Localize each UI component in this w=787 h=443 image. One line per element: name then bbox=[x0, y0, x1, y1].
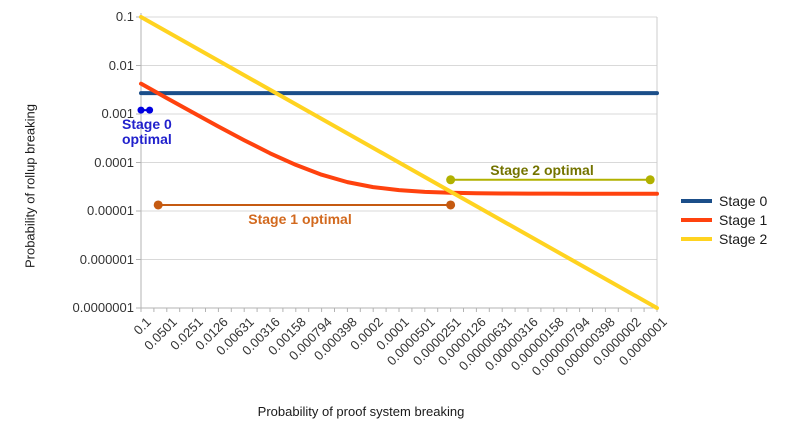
legend-swatch-stage2 bbox=[681, 236, 712, 241]
series-stage-2 bbox=[139, 15, 659, 310]
legend: Stage 0 Stage 1 Stage 2 bbox=[681, 191, 767, 248]
stage0-optimal-label-line1: Stage 0 bbox=[122, 116, 172, 132]
stage2-optimal-label: Stage 2 optimal bbox=[490, 162, 594, 178]
legend-item-label: Stage 2 bbox=[719, 230, 768, 247]
legend-item: Stage 1 bbox=[681, 210, 767, 229]
stage1-optimal-label: Stage 1 optimal bbox=[248, 211, 352, 227]
stage1-optimal-start-dot bbox=[153, 200, 163, 210]
series-stage-1 bbox=[139, 81, 659, 196]
y-tick-label: 0.01 bbox=[108, 57, 134, 73]
y-tick-label: 0.0000001 bbox=[72, 300, 134, 315]
legend-item-label: Stage 1 bbox=[719, 211, 768, 228]
legend-item: Stage 2 bbox=[681, 229, 767, 248]
legend-swatch-stage1 bbox=[681, 217, 712, 222]
stage0-optimal-label-line2: optimal bbox=[122, 131, 172, 147]
legend-item: Stage 0 bbox=[681, 191, 767, 210]
y-axis-title: Probability of rollup breaking bbox=[22, 103, 38, 269]
stage0-optimal-end-dot bbox=[146, 106, 154, 114]
x-axis-title: Probability of proof system breaking bbox=[257, 404, 465, 419]
y-tick-label: 0.00001 bbox=[87, 203, 134, 218]
stage0-optimal-label: Stage 0 optimal bbox=[122, 117, 172, 147]
legend-swatch-stage0 bbox=[681, 198, 712, 203]
stage0-optimal-start-dot bbox=[137, 106, 145, 114]
y-tick-label: 0.0001 bbox=[94, 154, 134, 170]
y-tick-label: 0.000001 bbox=[79, 251, 134, 267]
y-tick-label: 0.1 bbox=[115, 9, 134, 24]
y-tick-label: 0.001 bbox=[101, 106, 134, 121]
stage2-optimal-end-dot bbox=[645, 175, 655, 185]
stage2-optimal-start-dot bbox=[446, 175, 456, 185]
legend-item-label: Stage 0 bbox=[719, 192, 768, 209]
stage1-optimal-end-dot bbox=[446, 200, 456, 210]
